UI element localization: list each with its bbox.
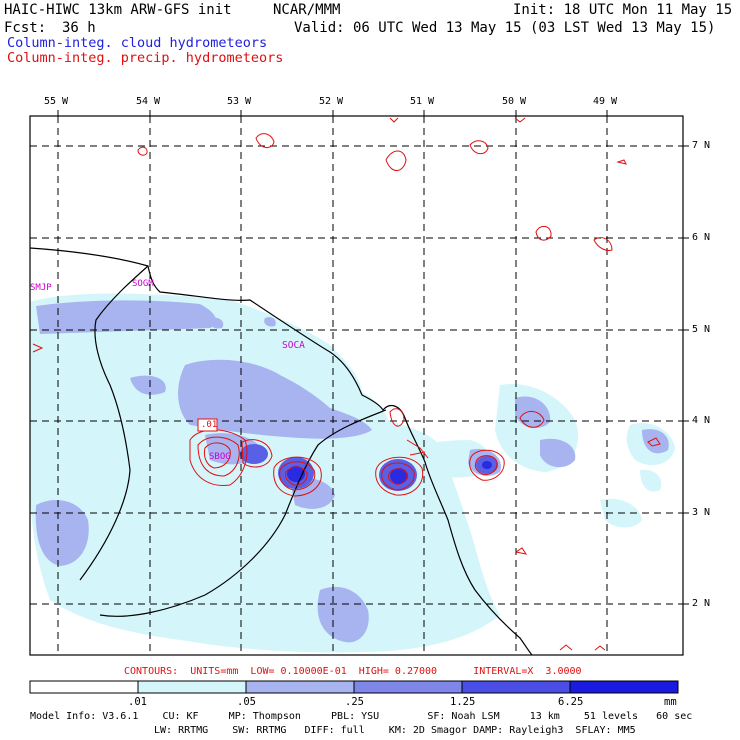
contour-label-box <box>197 418 218 432</box>
contour-label: .01 <box>201 420 218 430</box>
station-label-sogm: SOGM <box>132 279 154 289</box>
contour-info: CONTOURS: UNITS=mm LOW= 0.10000E-01 HIGH… <box>124 666 582 677</box>
colorbar <box>29 680 679 694</box>
lat-label: 4 N <box>692 415 711 426</box>
forecast-hours: 36 h <box>62 20 96 36</box>
lat-label: 2 N <box>692 598 711 609</box>
lat-label: 3 N <box>692 507 711 518</box>
lon-label: 55 W <box>44 96 69 107</box>
lon-label: 53 W <box>227 96 252 107</box>
org-label: NCAR/MMM <box>273 2 341 18</box>
init-time: Init: 18 UTC Mon 11 May 15 <box>513 2 733 18</box>
station-label-sbog: SBOG <box>209 452 231 462</box>
colorbar-tick: .05 <box>237 696 256 708</box>
colorbar-units: mm <box>664 696 677 708</box>
lon-label: 51 W <box>410 96 435 107</box>
station-label-smjp: SMJP <box>30 283 52 293</box>
lat-label: 6 N <box>692 232 711 243</box>
model-title: HAIC-HIWC 13km ARW-GFS init <box>4 2 232 18</box>
cloud-field-title: Column-integ. cloud hydrometeors <box>7 35 268 51</box>
model-info-line1: Model Info: V3.6.1 CU: KF MP: Thompson P… <box>30 711 693 722</box>
lon-label: 49 W <box>593 96 618 107</box>
colorbar-tick: 1.25 <box>450 696 476 708</box>
forecast-label: Fcst: <box>4 20 47 36</box>
precip-contours <box>32 117 661 651</box>
model-info-line2: LW: RRTMG SW: RRTMG DIFF: full KM: 2D Sm… <box>154 725 636 736</box>
lat-lon-grid <box>30 116 683 655</box>
valid-time: Valid: 06 UTC Wed 13 May 15 (03 LST Wed … <box>294 20 716 36</box>
colorbar-tick: 6.25 <box>558 696 584 708</box>
lat-label: 7 N <box>692 140 711 151</box>
coastline <box>30 247 533 655</box>
lon-label: 50 W <box>502 96 527 107</box>
colorbar-tick: .01 <box>128 696 147 708</box>
lon-label: 54 W <box>136 96 161 107</box>
precip-field-title: Column-integ. precip. hydrometeors <box>7 50 284 66</box>
lon-label: 52 W <box>319 96 344 107</box>
map-frame <box>29 115 684 656</box>
lat-label: 5 N <box>692 324 711 335</box>
colorbar-tick: .25 <box>345 696 364 708</box>
station-label-soca: SOCA <box>282 340 305 351</box>
